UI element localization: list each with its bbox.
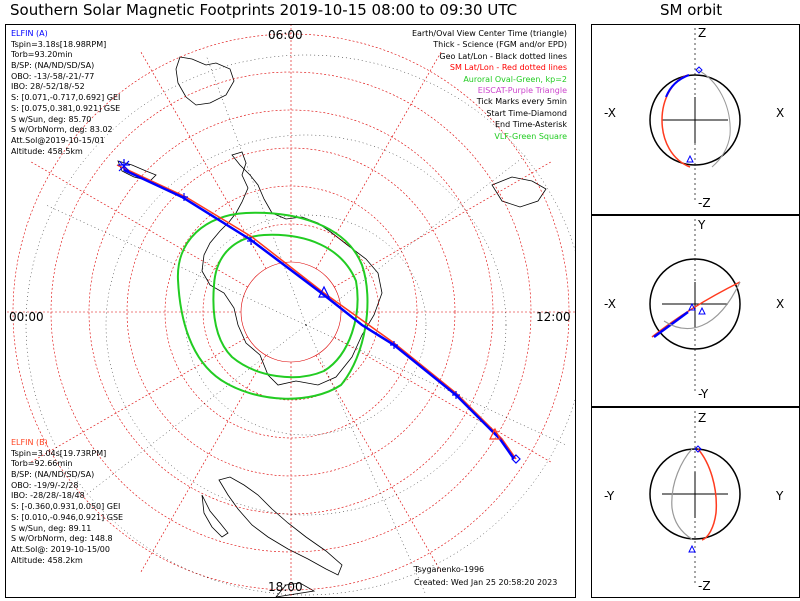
elfin-a-line: S: [0.071,-0.717,0.692] GEI (11, 93, 121, 103)
footprint-map: 06:00 00:00 12:00 18:00 (6, 25, 575, 597)
elfin-b-line: S: [-0.360,0.931,0.050] GEI (11, 502, 121, 512)
axis-label-top: Z (698, 411, 706, 425)
axis-label-bottom: -Y (698, 387, 709, 401)
geo-coastline (117, 56, 547, 597)
elfin-a-info: ELFIN (A) Tspin=3.18s[18.98RPM] Torb=93.… (11, 29, 120, 157)
footprint-map-panel: 06:00 00:00 12:00 18:00 ELFIN (A) Tspin=… (5, 24, 576, 598)
sm-orbit-xz: Z -Z -X X (604, 26, 784, 210)
axis-label-right: X (776, 297, 784, 311)
axis-label-top: Z (698, 26, 706, 40)
legend-item: VLF-Green Square (494, 131, 567, 141)
sm-spoke (315, 355, 442, 572)
clock-label-left: 00:00 (9, 310, 44, 324)
sm-orbit-title: SM orbit (660, 1, 723, 19)
legend-item: End Time-Asterisk (494, 120, 567, 130)
legend-item: Auroral Oval-Green, kp=2 (463, 74, 567, 84)
elfin-b-info: ELFIN (B) Tspin=3.04s[19.73RPM] Torb=92.… (11, 438, 123, 566)
elfin-a-line: B/SP: (NA/ND/SD/SA) (11, 61, 95, 71)
elfin-b-line: Att.Sol@: 2019-10-15/00 (11, 544, 110, 554)
sm-spoke (334, 336, 551, 463)
sm-orbit-yz: Z -Z -Y Y (604, 411, 784, 593)
axis-label-bottom: -Z (698, 196, 711, 210)
legend-item: Tick Marks every 5min (476, 97, 567, 107)
sm-spoke (31, 336, 248, 463)
page-title: Southern Solar Magnetic Footprints 2019-… (10, 1, 518, 19)
track-markers (118, 159, 521, 464)
sm-orbit-xz-panel: Z -Z -X X (591, 24, 800, 215)
elfin-b-line: Torb=92.66min (11, 459, 73, 469)
legend-item: Start Time-Diamond (486, 108, 567, 118)
elfin-a-line: Att.Sol@2019-10-15/01 (11, 135, 105, 145)
legend-item: Earth/Oval View Center Time (triangle) (411, 29, 567, 38)
elfin-a-line: OBO: -13/-58/-21/-77 (11, 71, 95, 81)
sm-orbit-xy-panel: Y -Y -X X (591, 215, 800, 407)
elfin-a-line: Torb=93.20min (11, 50, 73, 60)
axis-label-left: -X (604, 106, 616, 120)
geo-grid (25, 54, 575, 596)
elfin-b-name: ELFIN (B) (11, 438, 48, 447)
elfin-a-line: S: [0.075,0.381,0.921] GSE (11, 103, 121, 113)
created-stamp: Created: Wed Jan 25 20:58:20 2023 (414, 578, 558, 587)
elfin-a-line: S w/OrbNorm, deg: 83.02 (11, 125, 113, 135)
elfin-a-line: Altitude: 458.5km (11, 146, 83, 156)
legend-item: Geo Lat/Lon - Black dotted lines (439, 51, 567, 61)
axis-label-right: X (776, 106, 784, 120)
elfin-b-line: OBO: -19/9/-2/28 (11, 480, 79, 490)
legend-item: EISCAT-Purple Triangle (477, 85, 567, 95)
axis-label-left: -Y (604, 489, 615, 503)
elfin-a-track (123, 168, 516, 460)
axis-label-right: Y (775, 489, 784, 503)
elfin-b-line: Altitude: 458.2km (11, 555, 83, 565)
sm-spoke (31, 161, 248, 288)
sm-spoke (315, 52, 442, 269)
elfin-a-name: ELFIN (A) (11, 29, 48, 38)
axis-label-left: -X (604, 297, 616, 311)
elfin-b-line: S w/OrbNorm, deg: 148.8 (11, 534, 113, 544)
elfin-a-line: IBO: 28/-52/18/-52 (11, 82, 85, 92)
clock-label-bottom: 18:00 (268, 580, 303, 594)
elfin-b-line: B/SP: (NA/ND/SD/SA) (11, 470, 95, 480)
sm-orbit-yz-panel: Z -Z -Y Y (591, 407, 800, 598)
elfin-a-line: Tspin=3.18s[18.98RPM] (11, 39, 107, 49)
elfin-b-line: Tspin=3.04s[19.73RPM] (11, 448, 107, 458)
legend: Earth/Oval View Center Time (triangle) T… (412, 28, 567, 142)
clock-label-right: 12:00 (536, 310, 571, 324)
elfin-b-line: IBO: -28/28/-18/48 (11, 491, 85, 501)
clock-label-top: 06:00 (268, 28, 303, 42)
legend-item: Thick - Science (FGM and/or EPD) (433, 40, 567, 50)
sm-orbit-xy: Y -Y -X X (604, 218, 784, 401)
elfin-b-line: S w/Sun, deg: 89.11 (11, 523, 92, 533)
axis-label-bottom: -Z (698, 579, 711, 593)
elfin-b-line: S: [0.010,-0.946,0.921] GSE (11, 512, 124, 522)
elfin-a-line: S w/Sun, deg: 85.70 (11, 114, 92, 124)
auroral-oval (176, 211, 369, 400)
legend-item: SM Lat/Lon - Red dotted lines (449, 63, 567, 73)
axis-label-top: Y (697, 218, 706, 232)
sm-spoke (334, 161, 551, 288)
model-credit: Tsyganenko-1996 (414, 565, 485, 574)
